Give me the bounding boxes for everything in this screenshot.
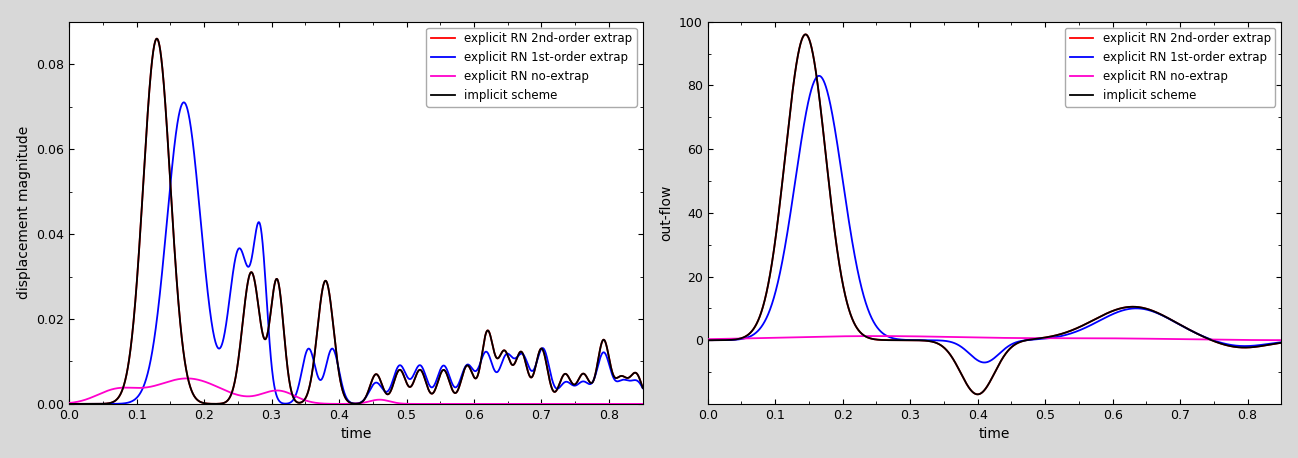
implicit scheme xyxy=(920,338,936,344)
explicit RN no-extrap xyxy=(61,400,77,406)
explicit RN 1st-order extrap xyxy=(127,397,143,403)
explicit RN 1st-order extrap xyxy=(766,298,781,303)
explicit RN 2nd-order extrap xyxy=(161,154,177,159)
explicit RN 2nd-order extrap xyxy=(306,355,322,361)
implicit scheme xyxy=(1201,336,1216,342)
X-axis label: time: time xyxy=(340,427,371,442)
explicit RN 2nd-order extrap xyxy=(1273,340,1289,345)
explicit RN 1st-order extrap xyxy=(1201,336,1216,341)
explicit RN 1st-order extrap xyxy=(562,381,578,386)
explicit RN 1st-order extrap xyxy=(624,378,640,383)
explicit RN 2nd-order extrap xyxy=(61,401,77,407)
explicit RN no-extrap xyxy=(306,400,322,405)
explicit RN 1st-order extrap xyxy=(800,104,815,110)
explicit RN no-extrap xyxy=(868,333,884,339)
implicit scheme xyxy=(798,32,814,37)
implicit scheme xyxy=(61,401,77,407)
explicit RN no-extrap xyxy=(766,335,781,340)
explicit RN no-extrap xyxy=(282,391,297,396)
explicit RN 1st-order extrap xyxy=(945,340,961,345)
Y-axis label: displacement magnitude: displacement magnitude xyxy=(17,126,31,300)
Legend: explicit RN 2nd-order extrap, explicit RN 1st-order extrap, explicit RN no-extra: explicit RN 2nd-order extrap, explicit R… xyxy=(426,27,637,107)
X-axis label: time: time xyxy=(979,427,1010,442)
implicit scheme xyxy=(700,338,715,343)
explicit RN 2nd-order extrap xyxy=(282,378,297,383)
explicit RN 1st-order extrap xyxy=(700,338,715,343)
implicit scheme xyxy=(635,385,650,391)
explicit RN no-extrap xyxy=(562,401,578,407)
explicit RN 2nd-order extrap xyxy=(1201,336,1216,342)
explicit RN 2nd-order extrap xyxy=(700,338,715,343)
explicit RN 2nd-order extrap xyxy=(920,338,936,344)
explicit RN no-extrap xyxy=(800,334,815,340)
explicit RN no-extrap xyxy=(945,334,961,340)
Line: explicit RN 2nd-order extrap: explicit RN 2nd-order extrap xyxy=(69,38,643,404)
explicit RN no-extrap xyxy=(635,401,650,407)
explicit RN 1st-order extrap xyxy=(976,360,992,365)
explicit RN 2nd-order extrap xyxy=(945,356,961,361)
explicit RN 1st-order extrap xyxy=(282,400,297,406)
implicit scheme xyxy=(306,355,322,361)
explicit RN no-extrap xyxy=(920,334,936,339)
explicit RN no-extrap xyxy=(700,337,715,342)
implicit scheme xyxy=(970,392,985,397)
explicit RN 2nd-order extrap xyxy=(635,385,650,391)
explicit RN 1st-order extrap xyxy=(635,386,650,391)
explicit RN 1st-order extrap xyxy=(306,360,322,365)
Line: explicit RN 1st-order extrap: explicit RN 1st-order extrap xyxy=(69,103,643,404)
explicit RN no-extrap xyxy=(1263,338,1279,343)
explicit RN 1st-order extrap xyxy=(1273,339,1289,345)
Line: explicit RN 2nd-order extrap: explicit RN 2nd-order extrap xyxy=(707,34,1281,394)
explicit RN 1st-order extrap xyxy=(161,201,177,207)
explicit RN no-extrap xyxy=(624,401,640,407)
implicit scheme xyxy=(766,253,781,258)
Y-axis label: out-flow: out-flow xyxy=(659,185,674,241)
Line: explicit RN 1st-order extrap: explicit RN 1st-order extrap xyxy=(707,76,1281,362)
explicit RN 2nd-order extrap xyxy=(766,253,781,258)
implicit scheme xyxy=(161,154,177,159)
implicit scheme xyxy=(945,356,961,361)
explicit RN 2nd-order extrap xyxy=(1263,342,1279,347)
explicit RN no-extrap xyxy=(179,376,195,381)
Line: explicit RN no-extrap: explicit RN no-extrap xyxy=(69,378,643,404)
explicit RN no-extrap xyxy=(1273,338,1289,343)
explicit RN 2nd-order extrap xyxy=(970,392,985,397)
implicit scheme xyxy=(127,308,143,314)
Legend: explicit RN 2nd-order extrap, explicit RN 1st-order extrap, explicit RN no-extra: explicit RN 2nd-order extrap, explicit R… xyxy=(1064,27,1276,107)
explicit RN 1st-order extrap xyxy=(811,73,827,79)
implicit scheme xyxy=(149,36,165,41)
explicit RN 2nd-order extrap xyxy=(624,372,640,378)
explicit RN 2nd-order extrap xyxy=(562,376,578,382)
explicit RN no-extrap xyxy=(161,379,177,384)
explicit RN 2nd-order extrap xyxy=(149,36,165,41)
implicit scheme xyxy=(1273,340,1289,345)
Line: explicit RN no-extrap: explicit RN no-extrap xyxy=(707,336,1281,340)
implicit scheme xyxy=(624,372,640,378)
explicit RN 1st-order extrap xyxy=(920,338,936,343)
implicit scheme xyxy=(800,33,815,38)
explicit RN 1st-order extrap xyxy=(61,401,77,407)
explicit RN 2nd-order extrap xyxy=(800,33,815,38)
explicit RN 2nd-order extrap xyxy=(798,32,814,37)
Line: implicit scheme: implicit scheme xyxy=(707,34,1281,394)
Line: implicit scheme: implicit scheme xyxy=(69,38,643,404)
explicit RN no-extrap xyxy=(1201,337,1216,343)
explicit RN 2nd-order extrap xyxy=(127,308,143,314)
implicit scheme xyxy=(1263,342,1279,347)
explicit RN 1st-order extrap xyxy=(177,100,192,105)
explicit RN no-extrap xyxy=(127,385,143,391)
implicit scheme xyxy=(282,378,297,383)
explicit RN 1st-order extrap xyxy=(1263,341,1279,346)
implicit scheme xyxy=(562,376,578,382)
